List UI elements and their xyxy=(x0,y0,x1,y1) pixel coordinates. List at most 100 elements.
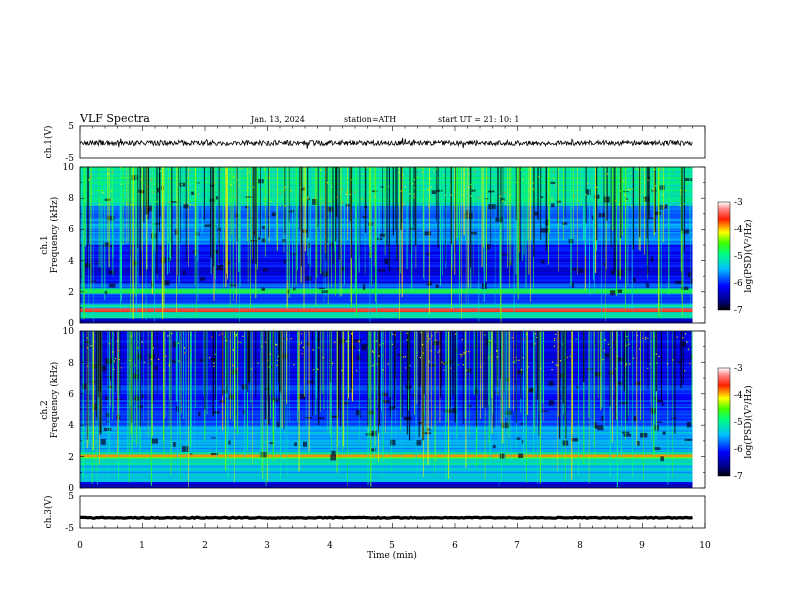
low-power-patch xyxy=(132,260,138,266)
frequency-band xyxy=(80,358,705,361)
frequency-band xyxy=(80,485,705,488)
low-power-patch xyxy=(182,270,186,275)
speckle xyxy=(358,340,360,342)
low-power-patch xyxy=(384,258,389,265)
ch2-cb-tick-7: -7 xyxy=(734,472,743,482)
low-power-patch xyxy=(616,357,624,362)
speckle xyxy=(450,194,452,196)
speckle xyxy=(354,191,356,193)
low-power-patch xyxy=(172,360,176,364)
speckle xyxy=(120,194,122,196)
ch1-spectrogram-panel: 10 8 6 4 2 0 ch.1 Frequency (kHz) -3 -4 … xyxy=(40,163,754,329)
low-power-patch xyxy=(468,404,472,408)
frequency-band xyxy=(80,412,705,415)
low-power-patch xyxy=(318,287,326,290)
frequency-band xyxy=(80,447,705,450)
low-power-patch xyxy=(260,452,268,458)
speckle xyxy=(232,349,234,351)
speckle xyxy=(516,181,518,184)
frequency-band xyxy=(80,201,705,204)
low-power-patch xyxy=(655,421,662,423)
speckle xyxy=(237,179,239,181)
frequency-band xyxy=(80,313,705,315)
frequency-band xyxy=(80,170,705,173)
frequency-band xyxy=(80,315,705,318)
low-power-patch xyxy=(531,343,534,346)
speckle xyxy=(392,333,394,335)
frequency-band xyxy=(80,436,705,439)
speckle xyxy=(647,367,649,369)
xtick-label-3: 3 xyxy=(264,541,270,551)
low-power-patch xyxy=(571,282,575,288)
ch1-waveform-line xyxy=(79,137,693,149)
speckle xyxy=(189,204,191,206)
frequency-band xyxy=(80,361,705,363)
speckle xyxy=(120,177,122,179)
speckle xyxy=(130,204,133,206)
speckle xyxy=(628,189,630,191)
frequency-band xyxy=(80,367,705,369)
speckle xyxy=(429,178,431,180)
low-power-patch xyxy=(276,421,280,428)
speckle xyxy=(178,360,180,362)
low-power-patch xyxy=(349,389,352,393)
low-power-patch xyxy=(662,431,666,435)
speckle xyxy=(284,205,286,207)
frequency-band xyxy=(80,303,705,305)
frequency-band xyxy=(80,386,705,388)
no-data-region xyxy=(692,167,705,323)
low-power-patch xyxy=(684,438,693,441)
low-power-patch xyxy=(593,341,597,344)
speckle xyxy=(167,177,170,179)
frequency-band xyxy=(80,213,705,215)
speckle xyxy=(502,200,504,202)
low-power-patch xyxy=(269,442,274,445)
speckle xyxy=(430,186,432,188)
frequency-band xyxy=(80,264,705,266)
speckle xyxy=(346,340,348,342)
speckle xyxy=(466,369,468,371)
speckle xyxy=(655,362,658,364)
low-power-patch xyxy=(211,437,216,439)
speckle xyxy=(578,200,580,202)
frequency-band xyxy=(80,316,705,319)
frequency-band xyxy=(80,347,705,349)
low-power-patch xyxy=(650,256,654,262)
frequency-band xyxy=(80,288,705,290)
ch2-freq-tick-8: 8 xyxy=(68,359,74,369)
low-power-patch xyxy=(173,442,176,447)
speckle xyxy=(441,361,443,363)
speckle xyxy=(226,167,228,169)
speckle xyxy=(511,337,513,339)
low-power-patch xyxy=(290,253,298,255)
ch2-freq-tick-6: 6 xyxy=(68,390,74,400)
frequency-band xyxy=(80,185,705,188)
speckle xyxy=(435,339,437,341)
speckle xyxy=(684,370,686,372)
speckle xyxy=(242,335,244,337)
low-power-patch xyxy=(578,268,584,273)
frequency-band xyxy=(80,206,705,209)
speckle xyxy=(457,364,459,366)
low-power-patch xyxy=(611,270,614,275)
speckle xyxy=(113,368,115,370)
speckle xyxy=(555,185,557,187)
speckle xyxy=(225,171,227,174)
speckle xyxy=(264,341,267,343)
speckle xyxy=(686,341,688,343)
low-power-patch xyxy=(650,217,654,220)
speckle xyxy=(352,200,354,202)
speckle xyxy=(351,179,353,181)
low-power-patch xyxy=(685,178,693,181)
speckle xyxy=(400,190,402,192)
xtick-label-2: 2 xyxy=(202,541,208,551)
frequency-band xyxy=(80,280,705,283)
speckle xyxy=(154,183,156,185)
low-power-patch xyxy=(286,289,290,294)
low-power-patch xyxy=(617,289,623,293)
low-power-patch xyxy=(306,380,315,384)
low-power-patch xyxy=(690,355,693,359)
speckle xyxy=(314,197,316,199)
speckle xyxy=(512,361,514,363)
low-power-patch xyxy=(494,391,500,393)
